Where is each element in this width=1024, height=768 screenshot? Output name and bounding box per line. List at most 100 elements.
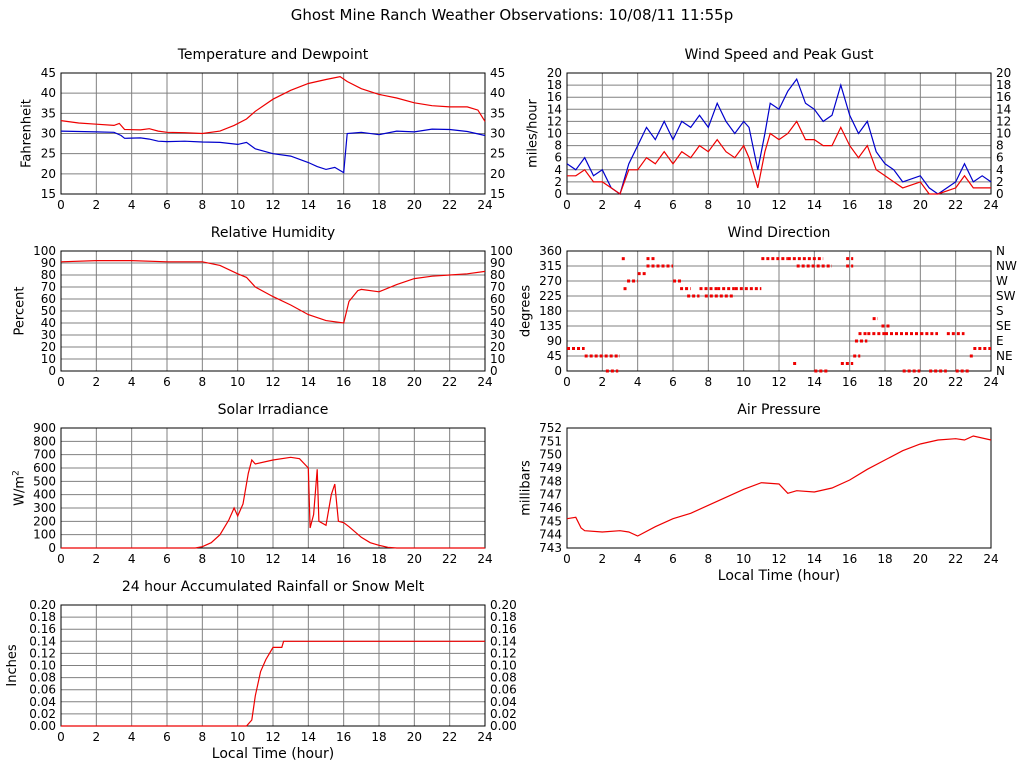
temperature-right-tick-label: 45 xyxy=(490,66,505,80)
rainfall-chart: 24 hour Accumulated Rainfall or Snow Mel… xyxy=(5,579,517,762)
humidity-ytick-label: 30 xyxy=(41,328,56,342)
humidity-ytick-label: 40 xyxy=(41,316,56,330)
temperature-series-1-line xyxy=(60,128,486,174)
pressure-ytick-label: 744 xyxy=(539,528,562,542)
rainfall-xlabel: Local Time (hour) xyxy=(212,746,334,762)
humidity-xtick-label: 22 xyxy=(442,375,457,389)
wind-speed-right-tick-label: 6 xyxy=(996,151,1004,165)
temperature-right-tick-label: 35 xyxy=(490,106,505,120)
solar-series-0-line xyxy=(61,456,485,549)
solar-ytick-label: 900 xyxy=(33,421,56,435)
rainfall-ytick-label: 0.14 xyxy=(29,634,56,648)
humidity-xtick-label: 6 xyxy=(163,375,171,389)
pressure-ytick-label: 746 xyxy=(539,501,562,515)
rainfall-ytick-label: 0.10 xyxy=(29,659,56,673)
solar-xtick-label: 20 xyxy=(407,552,422,566)
wind-speed-series-1-line xyxy=(567,120,991,195)
rainfall-xtick-label: 24 xyxy=(477,730,492,744)
solar-ytick-label: 500 xyxy=(33,474,56,488)
pressure-xtick-label: 10 xyxy=(736,552,751,566)
wind-direction-right-tick-label: N xyxy=(996,244,1005,258)
pressure-ylabel: millibars xyxy=(518,460,533,516)
solar-xtick-label: 6 xyxy=(163,552,171,566)
wind-direction-right-tick-label: N xyxy=(996,364,1005,378)
humidity-frame xyxy=(60,250,486,372)
wind-direction-xtick-label: 8 xyxy=(705,375,713,389)
solar-xtick-label: 14 xyxy=(301,552,316,566)
wind-speed-xtick-label: 2 xyxy=(599,198,607,212)
wind-speed-ytick-label: 6 xyxy=(554,151,562,165)
humidity-ytick-label: 100 xyxy=(33,244,56,258)
wind-direction-xtick-label: 14 xyxy=(807,375,822,389)
pressure-xtick-label: 6 xyxy=(669,552,677,566)
pressure-xtick-label: 24 xyxy=(983,552,998,566)
temperature-xtick-label: 0 xyxy=(57,198,65,212)
wind-speed-frame xyxy=(566,72,992,195)
temperature-ylabel: Fahrenheit xyxy=(20,99,35,168)
wind-direction-right-tick-label: NE xyxy=(996,349,1013,363)
humidity-right-tick-label: 30 xyxy=(490,328,505,342)
wind-speed-ytick-label: 16 xyxy=(547,90,562,104)
humidity-xtick-label: 20 xyxy=(407,375,422,389)
wind-speed-right-tick-label: 8 xyxy=(996,139,1004,153)
solar-ytick-label: 800 xyxy=(33,434,56,448)
temperature-xtick-label: 10 xyxy=(230,198,245,212)
rainfall-ytick-label: 0.00 xyxy=(29,719,56,733)
temperature-xtick-label: 22 xyxy=(442,198,457,212)
solar-ytick-label: 600 xyxy=(33,461,56,475)
temperature-xtick-label: 8 xyxy=(199,198,207,212)
temperature-xtick-label: 2 xyxy=(93,198,101,212)
rainfall-xtick-label: 22 xyxy=(442,730,457,744)
rainfall-right-tick-label: 0.16 xyxy=(490,622,517,636)
wind-speed-title: Wind Speed and Peak Gust xyxy=(685,47,874,63)
solar-xtick-label: 16 xyxy=(336,552,351,566)
wind-direction-ytick-label: 225 xyxy=(539,289,562,303)
temperature-right-tick-label: 15 xyxy=(490,187,505,201)
humidity-xtick-label: 10 xyxy=(230,375,245,389)
rainfall-title: 24 hour Accumulated Rainfall or Snow Mel… xyxy=(122,579,425,595)
rainfall-xtick-label: 20 xyxy=(407,730,422,744)
temperature-xtick-label: 24 xyxy=(477,198,492,212)
temperature-right-tick-label: 30 xyxy=(490,127,505,141)
pressure-xtick-label: 2 xyxy=(599,552,607,566)
wind-speed-ytick-label: 20 xyxy=(547,66,562,80)
rainfall-ytick-label: 0.12 xyxy=(29,646,56,660)
temperature-xtick-label: 14 xyxy=(301,198,316,212)
humidity-right-tick-label: 80 xyxy=(490,268,505,282)
humidity-xtick-label: 14 xyxy=(301,375,316,389)
solar-xtick-label: 10 xyxy=(230,552,245,566)
wind-speed-right-tick-label: 20 xyxy=(996,66,1011,80)
temperature-ytick-label: 20 xyxy=(41,167,56,181)
pressure-ytick-label: 752 xyxy=(539,421,562,435)
temperature-xtick-label: 4 xyxy=(128,198,136,212)
temperature-ytick-label: 40 xyxy=(41,86,56,100)
humidity-xtick-label: 4 xyxy=(128,375,136,389)
wind-direction-title: Wind Direction xyxy=(728,225,831,241)
wind-speed-ytick-label: 0 xyxy=(554,187,562,201)
rainfall-ylabel: Inches xyxy=(5,644,20,686)
humidity-right-tick-label: 90 xyxy=(490,256,505,270)
temperature-ytick-label: 15 xyxy=(41,187,56,201)
wind-speed-ytick-label: 18 xyxy=(547,78,562,92)
wind-direction-right-tick-label: W xyxy=(996,274,1008,288)
page-title: Ghost Mine Ranch Weather Observations: 1… xyxy=(290,6,734,24)
rainfall-xtick-label: 8 xyxy=(199,730,207,744)
humidity-right-tick-label: 0 xyxy=(490,364,498,378)
humidity-ylabel: Percent xyxy=(12,287,27,336)
humidity-ytick-label: 60 xyxy=(41,292,56,306)
wind-speed-ytick-label: 10 xyxy=(547,127,562,141)
wind-direction-xtick-label: 6 xyxy=(669,375,677,389)
rainfall-right-tick-label: 0.04 xyxy=(490,695,517,709)
rainfall-right-tick-label: 0.08 xyxy=(490,671,517,685)
humidity-right-tick-label: 100 xyxy=(490,244,513,258)
pressure-frame xyxy=(566,427,992,549)
humidity-xtick-label: 12 xyxy=(265,375,280,389)
temperature-xtick-label: 16 xyxy=(336,198,351,212)
solar-frame xyxy=(60,427,486,549)
wind-speed-xtick-label: 16 xyxy=(842,198,857,212)
solar-ylabel: W/m2 xyxy=(11,470,27,506)
